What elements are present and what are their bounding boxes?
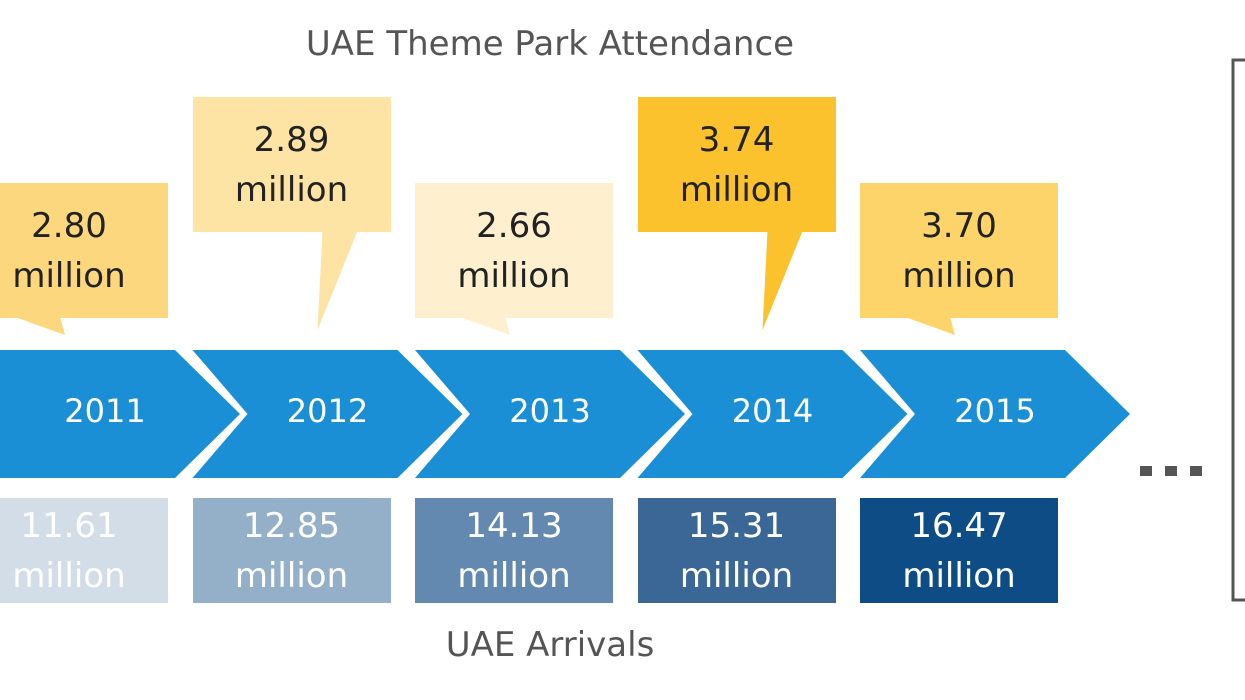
box-text: 3.74 million [679,119,794,210]
bottom-label: UAE Arrivals [445,625,655,665]
box-text: 2.66 million [457,205,571,296]
chevron [0,350,240,478]
attendance-bubble: 2.80 million [0,183,168,318]
year-label: 2011 [64,392,146,430]
box-text: 15.31 million [679,505,794,596]
arrivals-box: 12.85 million [192,498,391,603]
bubble-tail [317,231,358,330]
bubble-tail [762,231,803,330]
arrivals-box: 16.47 million [860,498,1058,603]
ellipsis [1140,466,1202,476]
attendance-bubble: 3.74 million [637,97,836,232]
bubble-tail [905,317,955,335]
box-text: 3.70 million [902,205,1016,296]
title: UAE Theme Park Attendance [305,24,795,64]
chevron [637,350,908,478]
attendance-bubble: 2.66 million [415,183,613,318]
box-text: 2.80 million [12,205,126,296]
box-text: 14.13 million [457,505,571,596]
chevron [192,350,463,478]
box-text: 2.89 million [234,119,349,210]
arrivals-box: 15.31 million [637,498,836,603]
box-text: 11.61 million [12,505,126,596]
bubble-tail [15,317,65,335]
chevron [860,350,1130,478]
chevron [415,350,685,478]
year-label: 2015 [954,392,1036,430]
year-label: 2014 [731,392,814,430]
attendance-bubble: 3.70 million [860,183,1058,318]
attendance-bubble: 2.89 million [192,97,391,232]
box-text: 16.47 million [902,505,1016,596]
arrivals-box: 14.13 million [415,498,613,603]
arrivals-box: 11.61 million [0,498,168,603]
chevron [0,376,28,452]
year-label: 2013 [509,392,591,430]
bubble-tail [460,317,510,335]
bracket [1231,58,1245,602]
year-label: 2012 [286,392,369,430]
box-text: 12.85 million [234,505,349,596]
